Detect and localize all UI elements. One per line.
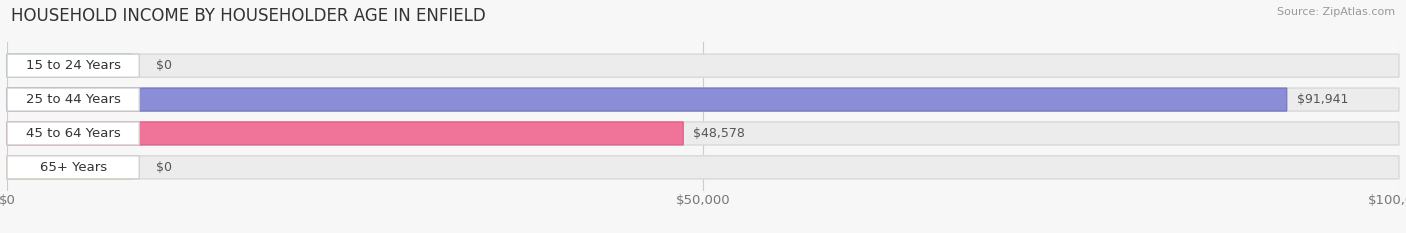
Text: 65+ Years: 65+ Years [39, 161, 107, 174]
FancyBboxPatch shape [7, 122, 139, 145]
FancyBboxPatch shape [7, 88, 1286, 111]
Text: HOUSEHOLD INCOME BY HOUSEHOLDER AGE IN ENFIELD: HOUSEHOLD INCOME BY HOUSEHOLDER AGE IN E… [11, 7, 486, 25]
Text: Source: ZipAtlas.com: Source: ZipAtlas.com [1277, 7, 1395, 17]
Text: $0: $0 [156, 161, 172, 174]
FancyBboxPatch shape [7, 88, 139, 111]
Text: 25 to 44 Years: 25 to 44 Years [25, 93, 121, 106]
FancyBboxPatch shape [7, 54, 139, 77]
Text: 45 to 64 Years: 45 to 64 Years [25, 127, 121, 140]
FancyBboxPatch shape [7, 122, 1399, 145]
Text: $48,578: $48,578 [693, 127, 745, 140]
FancyBboxPatch shape [7, 122, 683, 145]
Text: 15 to 24 Years: 15 to 24 Years [25, 59, 121, 72]
FancyBboxPatch shape [7, 54, 1399, 77]
FancyBboxPatch shape [7, 54, 132, 77]
FancyBboxPatch shape [7, 156, 139, 179]
Text: $91,941: $91,941 [1296, 93, 1348, 106]
FancyBboxPatch shape [7, 88, 1399, 111]
FancyBboxPatch shape [7, 156, 1399, 179]
FancyBboxPatch shape [7, 156, 132, 179]
Text: $0: $0 [156, 59, 172, 72]
